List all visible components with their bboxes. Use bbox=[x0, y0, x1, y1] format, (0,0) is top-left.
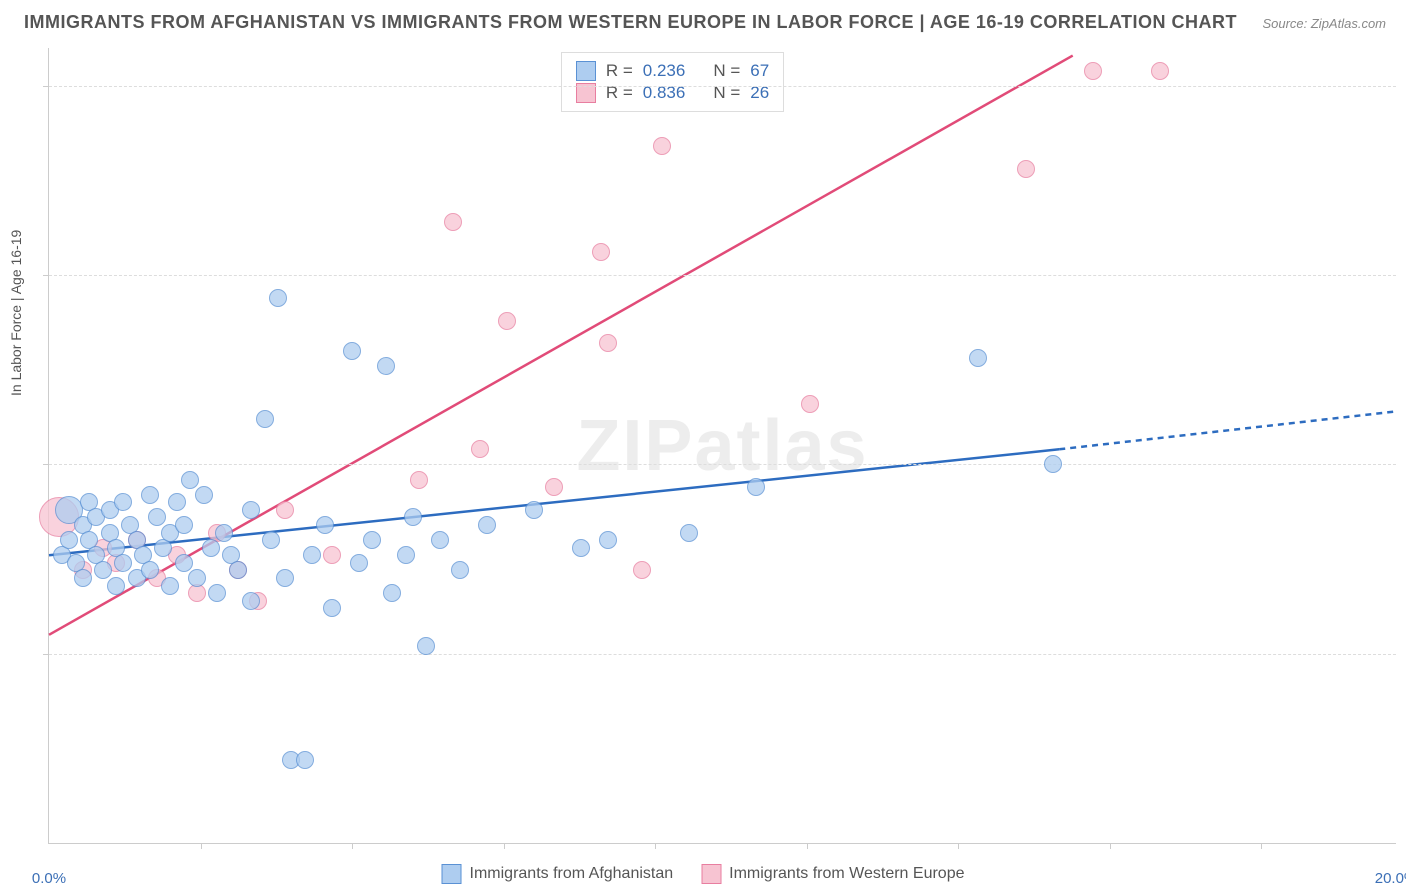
data-point bbox=[350, 554, 368, 572]
plot-area: ZIPatlas R = 0.236 N = 67 R = 0.836 N = … bbox=[48, 48, 1396, 844]
data-point bbox=[269, 289, 287, 307]
data-point bbox=[188, 569, 206, 587]
data-point bbox=[181, 471, 199, 489]
data-point bbox=[175, 554, 193, 572]
data-point bbox=[363, 531, 381, 549]
gridline-horizontal bbox=[49, 654, 1396, 655]
gridline-horizontal bbox=[49, 275, 1396, 276]
data-point bbox=[653, 137, 671, 155]
data-point bbox=[229, 561, 247, 579]
x-tick-label: 0.0% bbox=[32, 870, 66, 887]
legend-series-label: Immigrants from Afghanistan bbox=[470, 865, 674, 883]
data-point bbox=[276, 569, 294, 587]
data-point bbox=[801, 395, 819, 413]
gridline-horizontal bbox=[49, 464, 1396, 465]
data-point bbox=[498, 312, 516, 330]
data-point bbox=[377, 357, 395, 375]
data-point bbox=[572, 539, 590, 557]
data-point bbox=[74, 569, 92, 587]
x-tick-label: 20.0% bbox=[1375, 870, 1406, 887]
data-point bbox=[451, 561, 469, 579]
data-point bbox=[242, 501, 260, 519]
data-point bbox=[303, 546, 321, 564]
legend-item: Immigrants from Afghanistan bbox=[442, 864, 674, 884]
chart-container: IMMIGRANTS FROM AFGHANISTAN VS IMMIGRANT… bbox=[0, 0, 1406, 892]
data-point bbox=[599, 531, 617, 549]
gridline-horizontal bbox=[49, 86, 1396, 87]
data-point bbox=[323, 599, 341, 617]
legend-swatch-pink bbox=[701, 864, 721, 884]
data-point bbox=[323, 546, 341, 564]
data-point bbox=[592, 243, 610, 261]
data-point bbox=[148, 508, 166, 526]
y-axis-label: In Labor Force | Age 16-19 bbox=[8, 230, 24, 396]
data-point bbox=[161, 577, 179, 595]
data-point bbox=[1084, 62, 1102, 80]
data-point bbox=[195, 486, 213, 504]
data-point bbox=[417, 637, 435, 655]
data-point bbox=[316, 516, 334, 534]
data-point bbox=[296, 751, 314, 769]
data-point bbox=[262, 531, 280, 549]
data-point bbox=[276, 501, 294, 519]
legend-series-label: Immigrants from Western Europe bbox=[729, 865, 964, 883]
data-point bbox=[215, 524, 233, 542]
data-point bbox=[208, 584, 226, 602]
legend-item: Immigrants from Western Europe bbox=[701, 864, 964, 884]
data-point bbox=[1151, 62, 1169, 80]
data-point bbox=[168, 493, 186, 511]
data-point bbox=[202, 539, 220, 557]
data-point bbox=[599, 334, 617, 352]
data-point bbox=[633, 561, 651, 579]
data-point bbox=[114, 554, 132, 572]
data-point bbox=[114, 493, 132, 511]
regression-line bbox=[1059, 411, 1396, 449]
data-point bbox=[141, 561, 159, 579]
data-point bbox=[471, 440, 489, 458]
data-point bbox=[383, 584, 401, 602]
data-point bbox=[343, 342, 361, 360]
data-point bbox=[397, 546, 415, 564]
data-point bbox=[478, 516, 496, 534]
regression-lines-layer bbox=[49, 48, 1396, 843]
source-citation: Source: ZipAtlas.com bbox=[1262, 16, 1386, 31]
data-point bbox=[680, 524, 698, 542]
data-point bbox=[969, 349, 987, 367]
data-point bbox=[1017, 160, 1035, 178]
data-point bbox=[404, 508, 422, 526]
data-point bbox=[1044, 455, 1062, 473]
data-point bbox=[444, 213, 462, 231]
data-point bbox=[141, 486, 159, 504]
chart-title: IMMIGRANTS FROM AFGHANISTAN VS IMMIGRANT… bbox=[24, 12, 1237, 33]
data-point bbox=[94, 561, 112, 579]
data-point bbox=[107, 577, 125, 595]
legend-swatch-blue bbox=[442, 864, 462, 884]
data-point bbox=[410, 471, 428, 489]
data-point bbox=[256, 410, 274, 428]
data-point bbox=[747, 478, 765, 496]
series-legend: Immigrants from Afghanistan Immigrants f… bbox=[442, 864, 965, 884]
data-point bbox=[175, 516, 193, 534]
data-point bbox=[545, 478, 563, 496]
data-point bbox=[242, 592, 260, 610]
data-point bbox=[525, 501, 543, 519]
data-point bbox=[431, 531, 449, 549]
data-point bbox=[60, 531, 78, 549]
